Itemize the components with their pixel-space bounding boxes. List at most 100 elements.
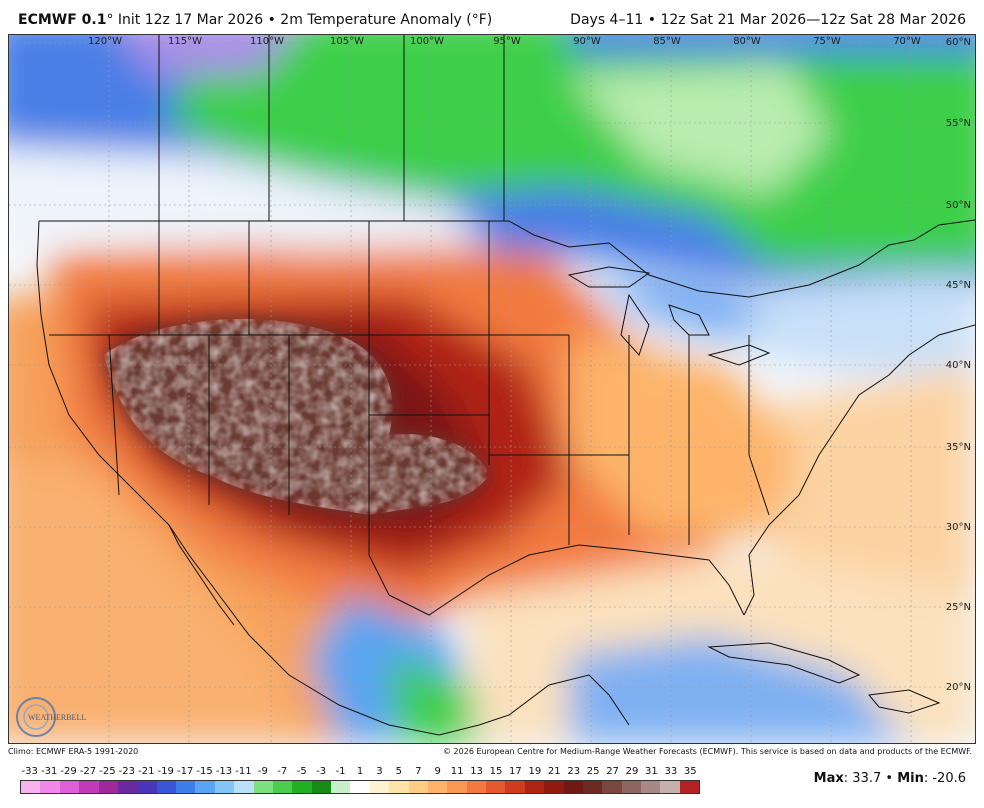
colorbar-tick: 23 xyxy=(567,766,581,777)
colorbar-tick: -31 xyxy=(40,766,58,777)
lon-label: 120°W xyxy=(88,36,122,47)
colorbar-swatch xyxy=(505,781,525,793)
colorbar-swatch xyxy=(21,781,41,793)
colorbar-tick: -13 xyxy=(215,766,233,777)
lat-label: 30°N xyxy=(946,522,971,533)
min-value: -20.6 xyxy=(932,771,966,786)
colorbar-tick: -3 xyxy=(316,766,327,777)
colorbar-tick: 1 xyxy=(356,766,364,777)
lon-labels: 120°W 115°W 110°W 105°W 100°W 95°W 90°W … xyxy=(88,36,921,47)
lat-label: 25°N xyxy=(946,602,971,613)
colorbar-tick: -19 xyxy=(157,766,174,777)
colorbar-tick: 7 xyxy=(415,766,422,777)
colorbar-tick: -27 xyxy=(79,766,97,777)
lon-label: 95°W xyxy=(493,36,521,47)
logo-text: WEATHERBELL xyxy=(28,713,86,722)
max-value: 33.7 xyxy=(852,771,882,786)
colorbar-swatch xyxy=(350,781,370,793)
colorbar-swatch xyxy=(79,781,99,793)
graticule xyxy=(9,35,975,743)
min-label: Min xyxy=(897,771,924,786)
colorbar-tick: -17 xyxy=(176,766,194,777)
product-name: 2m Temperature Anomaly (°F) xyxy=(280,12,493,28)
colorbar-tick: 15 xyxy=(489,766,503,777)
colorbar-tick: -29 xyxy=(60,766,77,777)
colorbar-tick: 31 xyxy=(645,766,658,777)
colorbar-swatch xyxy=(292,781,312,793)
model-name: ECMWF 0.1 xyxy=(18,12,107,28)
climo-note: Climo: ECMWF ERA-5 1991-2020 xyxy=(8,747,139,756)
colorbar-tick: -25 xyxy=(99,766,116,777)
colorbar-tick: -21 xyxy=(138,766,155,777)
lon-label: 75°W xyxy=(813,36,841,47)
colorbar-tick: 29 xyxy=(625,766,639,777)
colorbar-tick: 27 xyxy=(606,766,619,777)
init-time: Init 12z 17 Mar 2026 xyxy=(117,12,264,28)
colorbar-swatch xyxy=(214,781,235,793)
colorbar-tick: 25 xyxy=(586,766,600,777)
colorbar-tick: 5 xyxy=(395,766,403,777)
boundaries xyxy=(36,35,975,736)
lat-label: 50°N xyxy=(946,200,971,211)
colorbar-swatch xyxy=(195,781,215,793)
max-min-stats: Max: 33.7 • Min: -20.6 xyxy=(813,771,966,786)
colorbar-swatch xyxy=(117,781,138,793)
lat-label: 35°N xyxy=(946,442,971,453)
colorbar-tick: -5 xyxy=(296,766,307,777)
colorbar-strip xyxy=(20,780,700,794)
colorbar-swatch xyxy=(660,781,680,793)
weatherbell-logo: WEATHERBELL xyxy=(16,697,86,737)
colorbar-tick: 9 xyxy=(434,766,441,777)
lat-label: 45°N xyxy=(946,280,971,291)
degree-mark: ° xyxy=(106,12,114,28)
colorbar-swatch xyxy=(98,781,118,793)
colorbar-swatch xyxy=(234,781,254,793)
lon-label: 100°W xyxy=(410,36,444,47)
colorbar-swatch xyxy=(176,781,196,793)
colorbar-swatch xyxy=(253,781,273,793)
copyright-note: © 2026 European Centre for Medium-Range … xyxy=(443,747,972,756)
lon-label: 85°W xyxy=(653,36,681,47)
title: ECMWF 0.1° Init 12z 17 Mar 2026 • 2m Tem… xyxy=(18,12,492,28)
colorbar-swatch xyxy=(156,781,176,793)
colorbar-tick: 3 xyxy=(376,766,383,777)
colorbar-tick: -23 xyxy=(118,766,136,777)
lon-label: 90°W xyxy=(573,36,601,47)
lat-label: 60°N xyxy=(946,37,971,48)
map-panel[interactable]: 120°W 115°W 110°W 105°W 100°W 95°W 90°W … xyxy=(8,34,976,744)
colorbar-swatch xyxy=(582,781,603,793)
colorbar-tick: -7 xyxy=(277,766,288,777)
colorbar-swatch xyxy=(679,781,700,793)
colorbar-tick: 21 xyxy=(547,766,561,777)
max-label: Max xyxy=(813,771,844,786)
colorbar-swatch xyxy=(311,781,331,793)
colorbar-swatch xyxy=(544,781,564,793)
colorbar-swatch xyxy=(641,781,661,793)
colorbar-swatch xyxy=(408,781,428,793)
colorbar-swatch xyxy=(602,781,622,793)
lon-label: 105°W xyxy=(330,36,364,47)
colorbar-tick: -9 xyxy=(257,766,268,777)
colorbar-swatch xyxy=(427,781,448,793)
lon-label: 70°W xyxy=(893,36,921,47)
colorbar-swatch xyxy=(563,781,583,793)
colorbar-ticks: -33 -31 -29 -27 -25 -23 -21 -19 -17 -15 -13 -11 -9 -7… xyxy=(14,766,704,778)
colorbar-swatch xyxy=(486,781,506,793)
colorbar-tick: -15 xyxy=(196,766,213,777)
colorbar-tick: 11 xyxy=(450,766,464,777)
colorbar-tick: -33 xyxy=(21,766,38,777)
colorbar: -33 -31 -29 -27 -25 -23 -21 -19 -17 -15 -13 -11 -9 -7… xyxy=(14,766,704,802)
lat-label: 20°N xyxy=(946,682,971,693)
colorbar-tick: 33 xyxy=(664,766,678,777)
colorbar-tick: 35 xyxy=(683,766,697,777)
colorbar-swatch xyxy=(40,781,60,793)
lat-labels: 60°N 55°N 50°N 45°N 40°N 35°N 30°N 25°N … xyxy=(946,37,971,693)
title-separator: • xyxy=(267,12,276,28)
colorbar-swatch xyxy=(137,781,157,793)
colorbar-swatch xyxy=(59,781,80,793)
colorbar-swatch xyxy=(466,781,486,793)
colorbar-tick: -1 xyxy=(335,766,346,777)
colorbar-swatch xyxy=(621,781,641,793)
colorbar-swatch xyxy=(272,781,293,793)
anomaly-map: 120°W 115°W 110°W 105°W 100°W 95°W 90°W … xyxy=(9,35,975,743)
